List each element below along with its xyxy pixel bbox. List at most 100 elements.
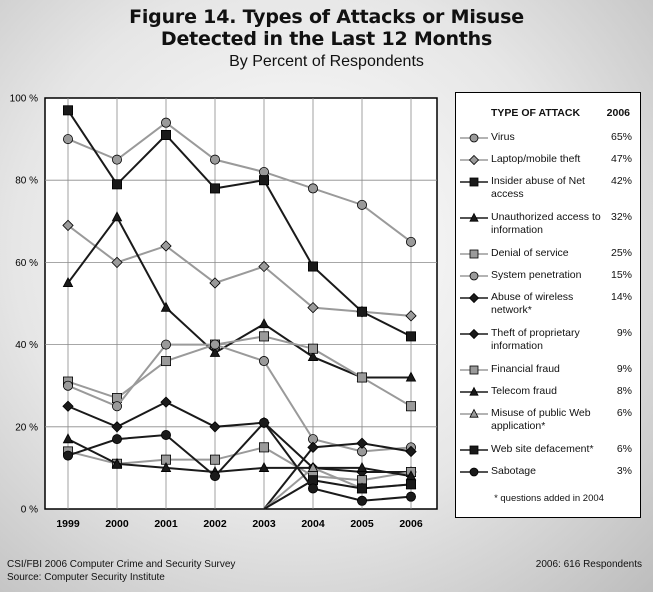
data-point [258,417,269,428]
data-point [112,434,123,445]
data-point [258,442,269,453]
data-point [111,211,123,222]
legend-marker [468,154,480,166]
legend-marker [468,328,480,340]
data-point [62,219,74,232]
legend-label: Unauthorized access to information [491,211,601,236]
data-point [160,461,172,472]
legend-symbol [460,271,488,281]
legend-marker [469,445,479,455]
data-point [209,154,220,165]
x-tick-label: 1999 [56,518,80,530]
respondents-note: 2006: 616 Respondents [535,559,642,570]
chart-title: Figure 14. Types of Attacks or Misuse De… [0,6,653,50]
legend-marker [469,467,479,477]
data-point [405,236,416,247]
data-point [405,401,416,412]
legend-value: 15% [610,269,632,281]
series-line [67,215,411,379]
data-point [112,179,123,190]
data-point [63,380,74,391]
data-point [356,483,367,494]
data-point [209,183,220,194]
legend-marker [469,249,479,259]
legend-marker [469,212,479,222]
data-point [63,134,74,145]
data-point [356,199,367,210]
legend-symbol [460,445,488,455]
data-point [307,261,318,272]
legend-label: Abuse of wireless network* [491,291,574,316]
legend-value: 9% [616,327,632,339]
data-point [307,483,318,494]
legend-marker [469,386,479,396]
legend-marker [469,365,479,375]
data-point [112,154,123,165]
legend-header-type: TYPE OF ATTACK [491,107,581,119]
legend-marker [469,133,479,143]
data-point [63,450,74,461]
legend-label: Denial of service [491,247,569,259]
data-point [356,495,367,506]
legend-label: Laptop/mobile theft [491,153,581,165]
data-point [405,310,417,322]
data-point [405,491,416,502]
series-line [67,446,412,482]
data-point [258,260,270,273]
data-point [209,277,221,289]
data-point [209,346,221,357]
legend-header-year: 2006 [606,107,630,119]
data-point [209,339,220,350]
data-point [307,343,318,354]
series-line [263,442,412,510]
x-tick-label: 2002 [203,518,227,530]
chart-title-line-1: Figure 14. Types of Attacks or Misuse [129,6,524,28]
legend-symbol [460,467,488,477]
y-tick-label: 60 % [15,258,38,269]
source-line-2: Source: Computer Security Institute [7,572,165,583]
data-point [62,276,74,288]
chart-title-line-2: Detected in the Last 12 Months [160,28,493,50]
data-point [356,372,367,383]
legend-symbol [460,212,488,222]
x-axis-tick-labels: 1999 2000 2001 2002 2003 2004 2005 2006 [56,518,423,530]
data-point [209,421,221,433]
data-point [258,356,269,367]
data-point [111,421,123,433]
legend-symbol [460,328,488,340]
x-tick-label: 2003 [252,518,276,530]
series-line [67,401,411,474]
data-point [209,454,220,465]
legend-label: Sabotage [491,465,536,477]
series-group [62,105,417,510]
x-tick-label: 2004 [301,518,325,530]
data-point [258,175,269,186]
figure-title-block: Figure 14. Types of Attacks or Misuse De… [0,6,653,72]
legend-symbol [460,365,488,375]
legend-label: Theft of proprietary information [491,327,580,352]
series-line [67,121,412,243]
y-tick-label: 80 % [15,176,38,187]
x-tick-label: 2006 [399,518,423,530]
legend-value: 6% [616,407,632,419]
series-line [67,438,412,478]
data-point [209,471,220,482]
series-virus [63,117,416,247]
legend-marker [468,292,480,304]
legend-value: 47% [610,153,632,165]
data-point [356,306,367,317]
legend-symbol [460,292,488,304]
legend-value: 9% [616,363,632,375]
series-web-site-defacement [263,475,416,510]
data-point [160,356,171,367]
y-tick-label: 40 % [15,340,38,351]
y-axis-tick-labels: 0 % 20 % 40 % 60 % 80 % 100 % [10,94,38,516]
y-tick-label: 100 % [10,94,38,105]
data-point [63,105,74,116]
data-point [62,400,74,412]
data-point [160,240,172,252]
data-point [112,401,123,412]
data-point [62,433,74,444]
data-point [307,183,318,194]
legend-symbol [460,249,488,259]
